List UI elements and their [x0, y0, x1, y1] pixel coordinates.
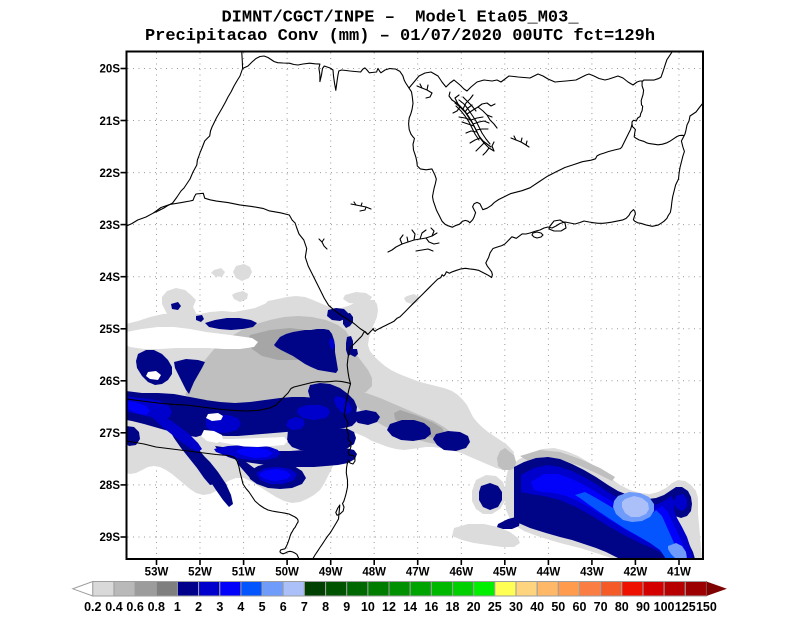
svg-text:27S: 27S: [100, 428, 121, 440]
svg-text:2: 2: [195, 600, 202, 614]
svg-text:28S: 28S: [100, 480, 121, 492]
svg-text:0.8: 0.8: [148, 600, 165, 614]
svg-text:90: 90: [636, 600, 650, 614]
svg-text:3: 3: [216, 600, 223, 614]
svg-text:46W: 46W: [449, 567, 473, 579]
svg-text:50: 50: [551, 600, 565, 614]
svg-text:0.2: 0.2: [84, 600, 101, 614]
svg-text:47W: 47W: [406, 567, 430, 579]
svg-text:49W: 49W: [319, 567, 343, 579]
svg-text:10: 10: [361, 600, 375, 614]
svg-text:12: 12: [382, 600, 396, 614]
svg-text:40: 40: [530, 600, 544, 614]
svg-text:26S: 26S: [100, 376, 121, 388]
svg-text:29S: 29S: [100, 532, 121, 544]
svg-text:5: 5: [259, 600, 266, 614]
svg-text:0.6: 0.6: [126, 600, 143, 614]
svg-text:45W: 45W: [493, 567, 517, 579]
svg-text:48W: 48W: [362, 567, 386, 579]
svg-text:Precipitacao Conv (mm) – 01/07: Precipitacao Conv (mm) – 01/07/2020 00UT…: [145, 27, 655, 46]
svg-text:DIMNT/CGCT/INPE – Model Eta05: DIMNT/CGCT/INPE – Model Eta05_M03_: [221, 9, 579, 28]
svg-text:50W: 50W: [275, 567, 299, 579]
svg-text:41W: 41W: [667, 567, 691, 579]
svg-text:21S: 21S: [100, 116, 121, 128]
svg-text:60: 60: [573, 600, 587, 614]
svg-text:4: 4: [237, 600, 244, 614]
svg-text:52W: 52W: [188, 567, 212, 579]
svg-text:100: 100: [654, 600, 675, 614]
svg-text:16: 16: [424, 600, 438, 614]
svg-text:0.4: 0.4: [105, 600, 122, 614]
svg-text:150: 150: [696, 600, 717, 614]
svg-text:14: 14: [403, 600, 417, 614]
svg-text:53W: 53W: [145, 567, 169, 579]
svg-text:20: 20: [467, 600, 481, 614]
svg-text:1: 1: [174, 600, 181, 614]
svg-text:70: 70: [594, 600, 608, 614]
svg-text:9: 9: [343, 600, 350, 614]
svg-text:51W: 51W: [232, 567, 256, 579]
svg-text:42W: 42W: [624, 567, 648, 579]
svg-text:20S: 20S: [100, 64, 121, 76]
svg-text:25: 25: [488, 600, 502, 614]
svg-text:125: 125: [675, 600, 696, 614]
svg-text:24S: 24S: [100, 272, 121, 284]
svg-text:22S: 22S: [100, 168, 121, 180]
svg-text:7: 7: [301, 600, 308, 614]
svg-text:23S: 23S: [100, 220, 121, 232]
svg-text:80: 80: [615, 600, 629, 614]
svg-text:18: 18: [446, 600, 460, 614]
svg-text:25S: 25S: [100, 324, 121, 336]
svg-text:44W: 44W: [537, 567, 561, 579]
svg-text:43W: 43W: [580, 567, 604, 579]
svg-text:8: 8: [322, 600, 329, 614]
svg-text:30: 30: [509, 600, 523, 614]
svg-text:6: 6: [280, 600, 287, 614]
